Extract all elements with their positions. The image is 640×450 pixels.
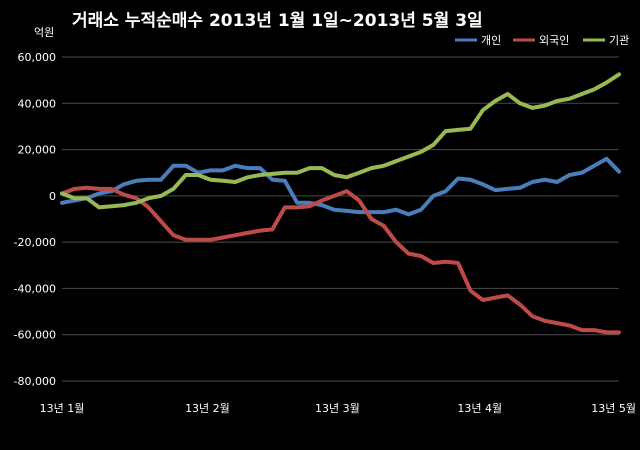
legend-label: 개인 xyxy=(481,34,501,47)
y-axis-unit-label: 억원 xyxy=(34,26,54,39)
x-tick-label: 13년 4월 xyxy=(457,402,502,415)
y-tick-label: -20,000 xyxy=(14,236,56,249)
chart-title: 거래소 누적순매수 2013년 1월 1일~2013년 5월 3일 xyxy=(72,11,483,31)
y-tick-label: 0 xyxy=(49,190,56,203)
y-tick-label: -60,000 xyxy=(14,329,56,342)
x-tick-label: 13년 2월 xyxy=(185,402,230,415)
y-tick-label: 40,000 xyxy=(18,97,57,110)
x-axis-ticks: 13년 1월 13년 2월 13년 3월 13년 4월 13년 5월 xyxy=(40,402,636,415)
series-line-외국인 xyxy=(60,185,621,335)
series-lines xyxy=(60,72,621,335)
x-tick-label: 13년 5월 xyxy=(591,402,636,415)
plot-area xyxy=(62,57,619,381)
x-tick-label: 13년 3월 xyxy=(315,402,360,415)
series-line-기관 xyxy=(60,72,621,210)
legend-label: 외국인 xyxy=(539,34,569,47)
series-line-개인 xyxy=(60,156,621,217)
legend: 개인 외국인 기관 xyxy=(455,34,629,47)
y-axis-ticks: 60,000 40,000 20,000 0 -20,000 -40,000 -60,000… xyxy=(14,51,56,388)
x-tick-label: 13년 1월 xyxy=(40,402,85,415)
y-tick-label: 20,000 xyxy=(18,144,57,157)
legend-label: 기관 xyxy=(609,34,629,47)
y-tick-label: -40,000 xyxy=(14,282,56,295)
y-tick-label: -80,000 xyxy=(14,375,56,388)
y-tick-label: 60,000 xyxy=(18,51,57,64)
